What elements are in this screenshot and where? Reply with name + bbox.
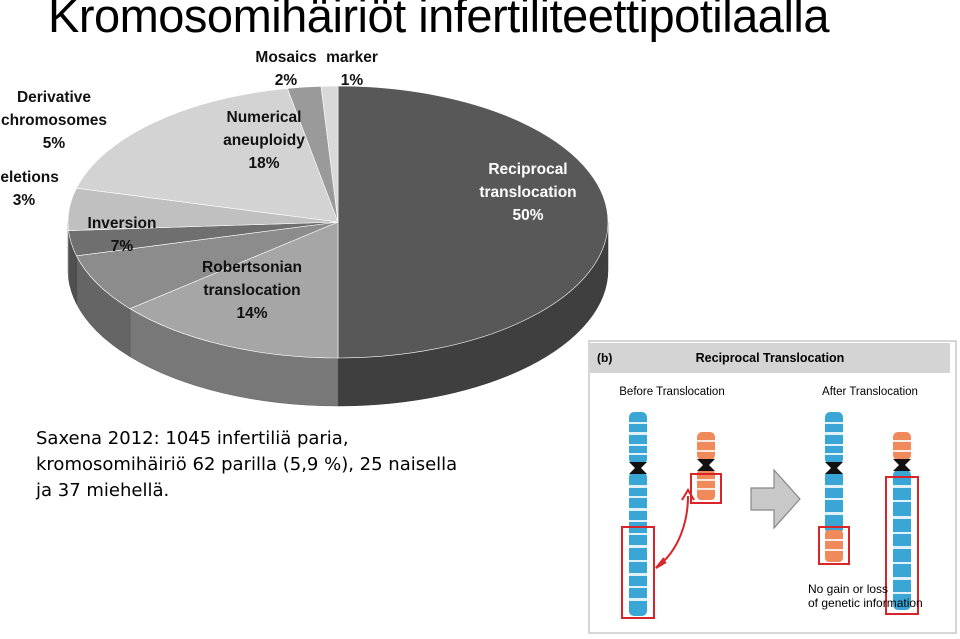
- pie-value-label: 2%: [275, 72, 298, 89]
- transition-arrow-icon: [750, 468, 801, 530]
- caption: Saxena 2012: 1045 infertiliä paria, krom…: [36, 426, 556, 504]
- pie-slice-marker: [320, 85, 339, 223]
- pie-label-reciprocal-translocation: Reciprocal translocation 50%: [479, 161, 576, 224]
- note-line-2: of genetic information: [808, 596, 923, 610]
- pie-slice-robertsonian-translocation: [129, 221, 339, 359]
- pie-category-label: Derivative: [17, 89, 91, 106]
- highlight-box-orange-after: [818, 526, 850, 565]
- pie-category-label: translocation: [203, 282, 300, 299]
- caption-line-2: kromosomihäiriö 62 parilla (5,9 %), 25 n…: [36, 454, 458, 475]
- pie-label-robertsonian-translocation: Robertsonian translocation 14%: [202, 259, 302, 322]
- pie-slice-numerical-aneuploidy: [76, 88, 339, 223]
- pie-category-label: chromosomes: [1, 112, 107, 129]
- slide-title: Kromosomihäiriöt infertiliteettipotilaal…: [48, 0, 829, 42]
- highlight-box-orange-before: [690, 473, 722, 504]
- pie-label-deletions: Deletions 3%: [0, 169, 59, 209]
- caption-line-1: Saxena 2012: 1045 infertiliä paria,: [36, 428, 349, 449]
- pie-category-label: marker: [326, 49, 378, 66]
- pie-category-label: aneuploidy: [223, 132, 305, 149]
- pie-chart: Reciprocal translocation 50% Robertsonian tr…: [0, 49, 609, 407]
- pie-category-label: translocation: [479, 184, 576, 201]
- pie-label-mosaics: Mosaics 2%: [255, 49, 316, 89]
- pie-label-derivative-chromosomes: Derivative chromosomes 5%: [1, 89, 107, 152]
- before-label: Before Translocation: [619, 386, 724, 398]
- chromosome-blue-after: [825, 412, 843, 562]
- pie-slice-inversion: [76, 221, 339, 310]
- pie-value-label: 7%: [111, 238, 134, 255]
- pie-category-label: Robertsonian: [202, 259, 302, 276]
- pie-category-label: Mosaics: [255, 49, 316, 66]
- highlight-box-blue-after: [885, 476, 919, 615]
- pie-value-label: 50%: [512, 207, 543, 224]
- pie-value-label: 18%: [248, 155, 279, 172]
- pie-value-label: 5%: [43, 135, 66, 152]
- caption-line-3: ja 37 miehellä.: [36, 480, 170, 501]
- pie-category-label: Reciprocal: [488, 161, 567, 178]
- pie-label-marker: marker 1%: [326, 49, 378, 89]
- figure-panel-letter: (b): [597, 351, 612, 365]
- highlight-box-blue-before: [621, 526, 655, 619]
- chromosome-orange-after: [893, 432, 911, 610]
- pie-value-label: 1%: [341, 72, 364, 89]
- pie-value-label: 3%: [13, 192, 36, 209]
- note-line-1: No gain or loss: [808, 582, 888, 596]
- figure-header: [590, 343, 950, 373]
- chromosome-blue-before: [629, 412, 647, 616]
- translocation-figure: (b) Reciprocal Translocation Before Tran…: [588, 340, 957, 634]
- pie-category-label: Deletions: [0, 169, 59, 186]
- pie-label-inversion: Inversion 7%: [88, 215, 157, 255]
- pie-category-label: Numerical: [227, 109, 302, 126]
- pie-top: [67, 85, 609, 359]
- after-label: After Translocation: [822, 386, 918, 398]
- chromosome-orange-before: [697, 432, 715, 500]
- pie-value-label: 14%: [236, 305, 267, 322]
- pie-labels: Reciprocal translocation 50% Robertsonian tr…: [0, 49, 577, 322]
- pie-label-numerical-aneuploidy: Numerical aneuploidy 18%: [223, 109, 305, 172]
- exchange-arrow: [655, 495, 689, 569]
- pie-slice-reciprocal-translocation: [337, 85, 609, 359]
- pie-category-label: Inversion: [88, 215, 157, 232]
- figure-heading: Reciprocal Translocation: [696, 351, 845, 365]
